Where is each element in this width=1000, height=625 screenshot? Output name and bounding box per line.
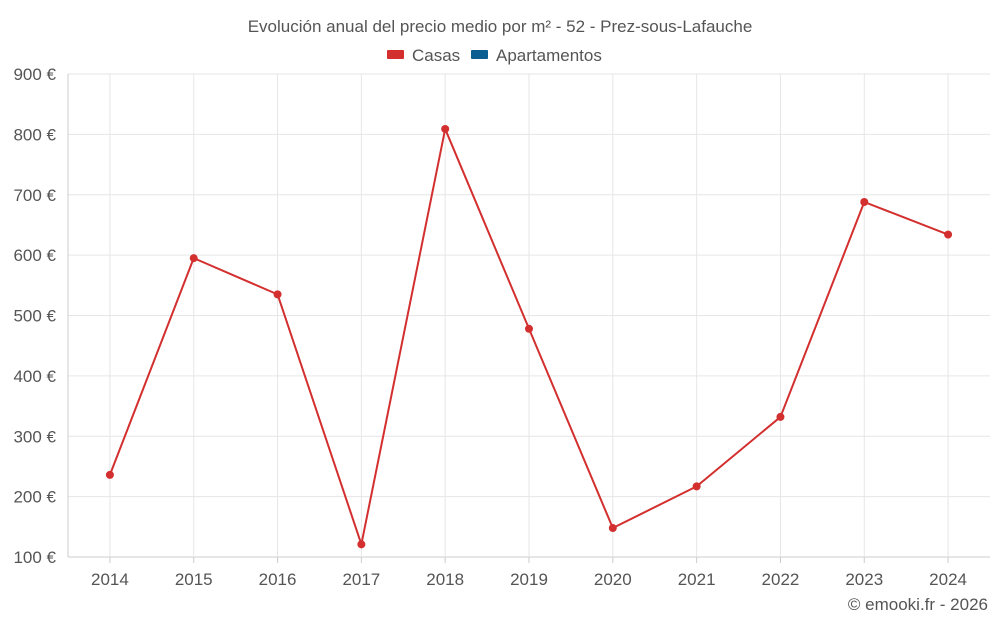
data-point[interactable] [776, 412, 785, 421]
y-tick-label: 800 € [13, 125, 56, 144]
data-point[interactable] [860, 197, 869, 206]
series-casas [105, 124, 953, 549]
x-tick-label: 2023 [845, 570, 883, 589]
data-point[interactable] [105, 470, 114, 479]
x-tick-label: 2016 [259, 570, 297, 589]
data-point[interactable] [273, 290, 282, 299]
legend-swatch-casas [387, 50, 404, 59]
y-tick-label: 900 € [13, 65, 56, 84]
y-tick-label: 700 € [13, 186, 56, 205]
data-point[interactable] [357, 540, 366, 549]
x-tick-label: 2018 [426, 570, 464, 589]
credit-text: © emooki.fr - 2026 [848, 595, 988, 614]
x-tick-label: 2015 [175, 570, 213, 589]
legend-swatch-apartamentos [471, 50, 488, 59]
data-point[interactable] [189, 254, 198, 263]
y-tick-label: 600 € [13, 246, 56, 265]
x-tick-label: 2019 [510, 570, 548, 589]
data-point[interactable] [525, 324, 533, 333]
data-point[interactable] [441, 124, 450, 133]
y-tick-label: 400 € [13, 367, 56, 386]
data-point[interactable] [608, 524, 617, 533]
legend-item-casas[interactable]: Casas [387, 46, 460, 65]
x-tick-label: 2022 [762, 570, 800, 589]
data-point[interactable] [692, 482, 701, 491]
legend-label-apartamentos: Apartamentos [496, 46, 602, 65]
legend: Casas Apartamentos [387, 46, 602, 65]
x-axis: 2014 2015 2016 2017 2018 2019 2020 2021 2022 2023… [91, 557, 967, 589]
data-point[interactable] [944, 230, 953, 239]
x-tick-label: 2021 [678, 570, 716, 589]
chart-title: Evolución anual del precio medio por m² … [248, 17, 753, 36]
x-tick-label: 2017 [342, 570, 380, 589]
gridlines [68, 73, 990, 558]
y-axis: 100 € 200 € 300 € 400 € 500 € 600 € 700 € 800 €… [13, 65, 69, 567]
y-tick-label: 100 € [13, 548, 56, 567]
y-tick-label: 500 € [13, 307, 56, 326]
x-tick-label: 2014 [91, 570, 129, 589]
y-tick-label: 300 € [13, 427, 56, 446]
x-tick-label: 2020 [594, 570, 632, 589]
y-tick-label: 200 € [13, 488, 56, 507]
legend-item-apartamentos[interactable]: Apartamentos [471, 46, 602, 65]
legend-label-casas: Casas [412, 46, 460, 65]
x-tick-label: 2024 [929, 570, 967, 589]
